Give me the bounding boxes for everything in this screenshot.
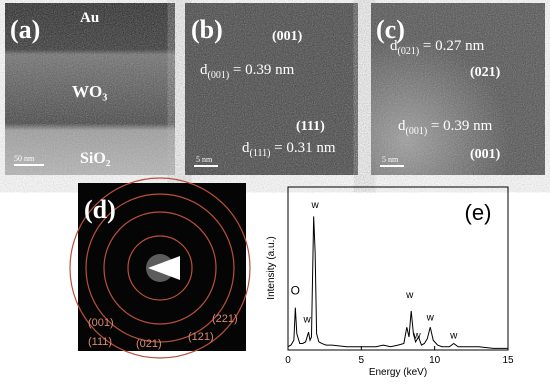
ring xyxy=(103,211,217,325)
noise xyxy=(185,3,358,175)
x-tick-label: 15 xyxy=(502,355,514,366)
scale-label: 50 nm xyxy=(14,154,35,163)
ring-label: (001) xyxy=(88,317,114,329)
d-spacing: d(001) = 0.39 nm xyxy=(200,62,295,81)
x-tick-label: 5 xyxy=(359,355,365,366)
layer-label: SiO₂ xyxy=(80,150,111,167)
peak-label: O xyxy=(291,284,300,298)
noise xyxy=(371,3,545,175)
plane-label: (001) xyxy=(470,147,501,162)
d-spacing: d(001) = 0.39 nm xyxy=(398,118,493,137)
d-spacing: d(111) = 0.31 nm xyxy=(242,140,336,159)
plane-label: (021) xyxy=(470,65,501,80)
panel-c: (c) d(021) = 0.27 nm (021) d(001) = 0.39… xyxy=(371,3,545,175)
sub: (001) xyxy=(208,70,230,81)
peak-label: w xyxy=(311,200,320,211)
d-spacing: d(021) = 0.27 nm xyxy=(390,38,485,57)
rest: = 0.31 nm xyxy=(270,140,335,156)
panel-label: (d) xyxy=(84,195,116,224)
rest: = 0.39 nm xyxy=(229,62,294,78)
sub: (111) xyxy=(250,148,271,159)
rest: = 0.27 nm xyxy=(419,38,484,54)
d: d xyxy=(242,140,250,156)
ring-label: (111) xyxy=(88,336,112,348)
panel-label: (a) xyxy=(10,15,40,44)
scale-label: 5 nm xyxy=(382,155,399,164)
panel-label: (e) xyxy=(465,200,492,225)
peak-label: w xyxy=(449,331,458,342)
layer-label: WO₃ xyxy=(72,82,107,101)
ring xyxy=(85,193,235,343)
panel-label: (b) xyxy=(191,15,223,44)
panel-d: (d) (001) (111) (021) (121) (221) xyxy=(69,177,251,359)
plane-label: (001) xyxy=(272,29,303,44)
panel-a: (a) Au WO₃ SiO₂ 50 nm xyxy=(5,3,175,175)
ring-label: (021) xyxy=(136,338,162,350)
ring-label: (121) xyxy=(188,331,214,343)
x-tick-label: 10 xyxy=(429,355,441,366)
ring xyxy=(127,235,193,301)
noise xyxy=(5,3,175,175)
eds-chart: (e) Energy (keV) Intensity (a.u.) 0 5 10 15… xyxy=(266,186,514,378)
panel-label: (c) xyxy=(376,15,405,44)
x-tick-label: 0 xyxy=(285,355,291,366)
panel-b: (b) (001) d(001) = 0.39 nm (111) d(111) … xyxy=(185,3,358,175)
peak-label: w xyxy=(302,314,311,325)
y-axis-label: Intensity (a.u.) xyxy=(266,236,277,299)
scale-label: 5 nm xyxy=(196,155,213,164)
sub: (021) xyxy=(398,46,420,57)
peak-label: w xyxy=(412,331,421,342)
beam-stop xyxy=(148,256,180,280)
x-axis-label: Energy (keV) xyxy=(369,367,427,378)
peak-label: w xyxy=(426,313,435,324)
center-glow xyxy=(146,254,174,282)
ring xyxy=(69,177,251,359)
spectrum xyxy=(287,216,508,349)
ring-label: (221) xyxy=(212,313,238,325)
plane-label: (111) xyxy=(296,119,325,134)
sub: (001) xyxy=(406,126,428,137)
layer-label: Au xyxy=(80,10,99,26)
d: d xyxy=(200,62,208,78)
d: d xyxy=(398,118,406,134)
peak-label: w xyxy=(405,290,414,301)
d: d xyxy=(390,38,398,54)
rest: = 0.39 nm xyxy=(427,118,492,134)
rings xyxy=(69,177,251,359)
plot-frame xyxy=(287,186,509,351)
